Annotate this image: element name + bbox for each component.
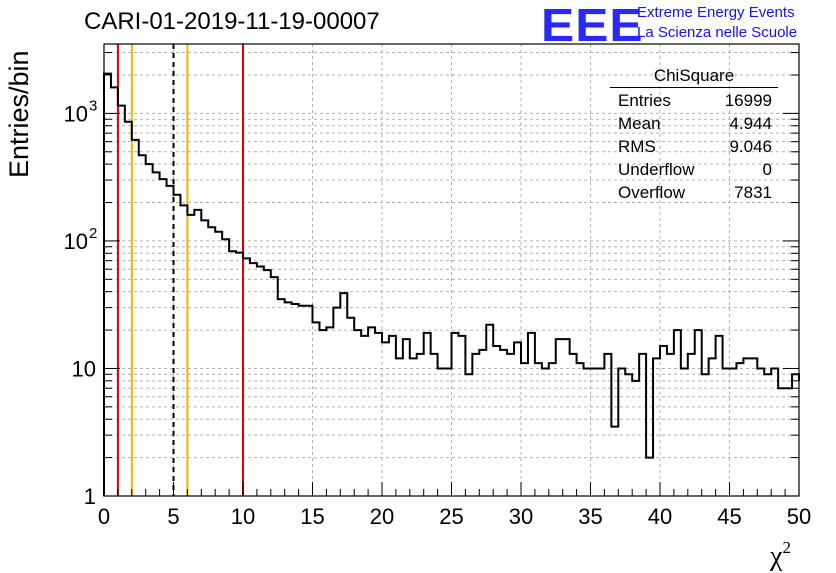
stats-label: RMS — [618, 137, 656, 156]
x-tick-label: 15 — [300, 504, 324, 529]
y-tick-label: 10 — [64, 101, 88, 126]
x-axis-label-exponent: 2 — [782, 538, 791, 557]
x-axis-label-base: χ — [770, 541, 783, 572]
x-tick-label: 40 — [648, 504, 672, 529]
stats-label: Mean — [618, 114, 661, 133]
x-tick-label: 10 — [231, 504, 255, 529]
stats-label: Underflow — [618, 160, 695, 179]
stats-value: 4.944 — [729, 114, 772, 133]
x-tick-label: 20 — [370, 504, 394, 529]
logo-line-2: La Scienza nelle Scuole — [637, 24, 798, 41]
histogram-outline — [103, 72, 800, 496]
stats-row-mean: Mean 4.944 — [610, 114, 778, 137]
x-tick-label: 45 — [717, 504, 741, 529]
eee-logo: EEE — [541, 0, 644, 51]
stats-value: 7831 — [734, 183, 772, 202]
histogram-layer — [103, 72, 800, 496]
x-tick-label: 50 — [787, 504, 811, 529]
stats-row-entries: Entries 16999 — [610, 91, 778, 114]
y-tick-label: 10 — [64, 229, 88, 254]
stats-box: ChiSquare Entries 16999 Mean 4.944 RMS 9… — [610, 66, 778, 206]
axis-ticks — [103, 52, 800, 497]
stats-label: Entries — [618, 91, 671, 110]
grid-layer — [104, 44, 799, 496]
chart-title: CARI-01-2019-11-19-00007 — [84, 8, 380, 35]
y-tick-label: 1 — [84, 484, 96, 509]
stats-label: Overflow — [618, 183, 686, 202]
x-tick-label: 35 — [578, 504, 602, 529]
x-tick-label: 0 — [98, 504, 110, 529]
logo-line-1: Extreme Energy Events — [637, 4, 795, 21]
threshold-lines — [116, 44, 244, 496]
stats-box-title: ChiSquare — [610, 66, 778, 88]
x-tick-label: 25 — [439, 504, 463, 529]
y-tick-exponent: 2 — [89, 225, 97, 242]
x-tick-label: 5 — [167, 504, 179, 529]
stats-row-underflow: Underflow 0 — [610, 160, 778, 183]
stats-row-overflow: Overflow 7831 — [610, 183, 778, 206]
x-axis-label: χ2 — [770, 538, 791, 573]
y-tick-label: 10 — [72, 356, 96, 381]
y-axis-label: Entries/bin — [4, 50, 34, 178]
stats-value: 9.046 — [729, 137, 772, 156]
stats-row-rms: RMS 9.046 — [610, 137, 778, 160]
x-tick-label: 30 — [509, 504, 533, 529]
stats-value: 0 — [762, 160, 772, 179]
stats-value: 16999 — [724, 91, 772, 110]
y-tick-exponent: 3 — [89, 97, 97, 114]
